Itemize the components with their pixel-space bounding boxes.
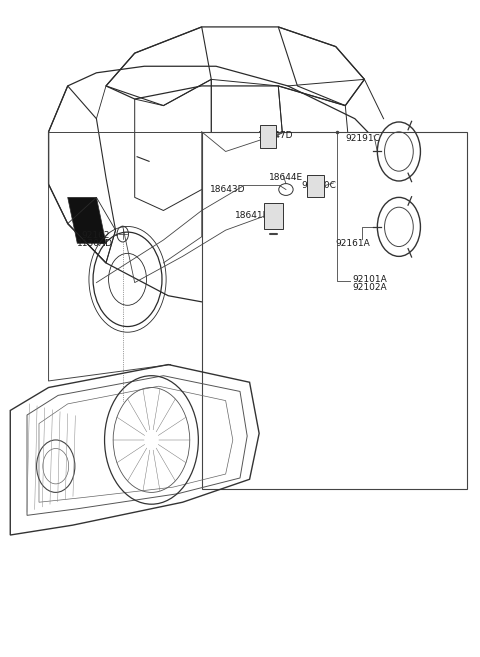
Text: 18641B: 18641B xyxy=(235,212,270,220)
Text: 92101A: 92101A xyxy=(352,275,387,284)
FancyBboxPatch shape xyxy=(308,175,324,197)
Text: 18647D: 18647D xyxy=(258,131,294,139)
FancyBboxPatch shape xyxy=(264,203,283,229)
Text: 92161A: 92161A xyxy=(336,238,371,248)
Text: 92162: 92162 xyxy=(81,231,109,240)
Bar xyxy=(202,132,468,489)
Text: 92191C: 92191C xyxy=(345,134,380,143)
Text: 18643D: 18643D xyxy=(210,185,246,194)
Text: 18644E: 18644E xyxy=(269,173,303,182)
Polygon shape xyxy=(68,197,106,243)
Text: 92102A: 92102A xyxy=(352,283,387,292)
Text: 92170C: 92170C xyxy=(301,181,336,190)
FancyBboxPatch shape xyxy=(260,125,276,148)
Text: 1130AD: 1130AD xyxy=(77,239,113,248)
